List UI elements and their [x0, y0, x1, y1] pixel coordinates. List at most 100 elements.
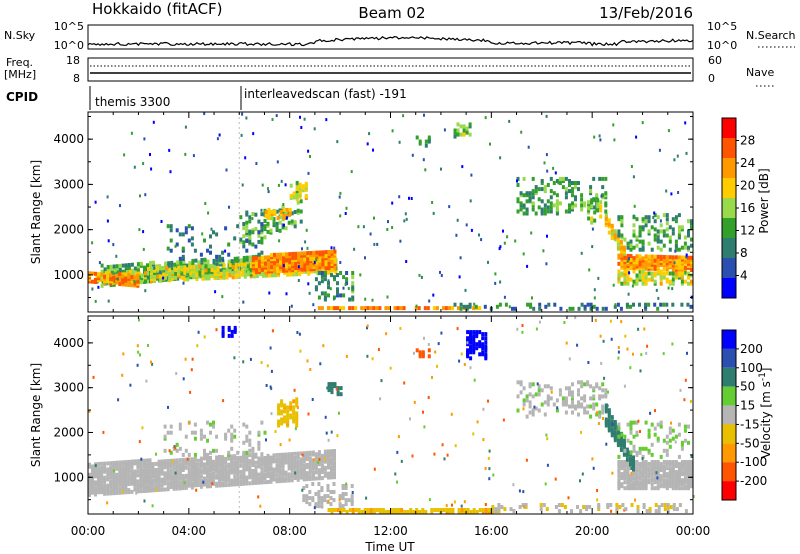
- range-gate-cell: [136, 273, 140, 278]
- range-gate-cell: [321, 254, 325, 259]
- range-gate-cell: [624, 334, 627, 338]
- range-gate-cell: [344, 283, 347, 286]
- range-gate-cell: [275, 221, 279, 226]
- range-gate-cell: [472, 432, 475, 436]
- range-gate-cell: [155, 452, 157, 456]
- range-gate-cell: [237, 262, 241, 267]
- colorbar-swatch: [722, 348, 736, 368]
- range-gate-cell: [432, 293, 435, 297]
- range-gate-cell: [305, 228, 308, 232]
- range-gate-cell: [224, 464, 228, 469]
- range-gate-cell: [266, 453, 270, 458]
- range-gate-cell: [234, 267, 238, 271]
- range-gate-cell: [641, 281, 645, 286]
- range-gate-cell: [653, 237, 657, 242]
- range-gate-cell: [668, 235, 672, 240]
- range-gate-cell: [276, 216, 280, 221]
- range-gate-cell: [589, 306, 593, 311]
- range-gate-cell: [680, 446, 684, 451]
- range-gate-cell: [233, 478, 237, 483]
- range-gate-cell: [638, 225, 642, 230]
- range-gate-cell: [265, 273, 268, 278]
- range-gate-cell: [296, 406, 299, 410]
- range-gate-cell: [294, 262, 298, 266]
- range-gate-cell: [311, 398, 314, 401]
- range-gate-cell: [329, 490, 333, 494]
- range-gate-cell: [236, 476, 240, 481]
- range-gate-cell: [148, 488, 152, 493]
- range-gate-cell: [564, 191, 568, 196]
- range-gate-cell: [150, 271, 153, 275]
- range-gate-cell: [301, 453, 304, 457]
- range-gate-cell: [638, 462, 642, 466]
- range-gate-cell: [106, 461, 110, 466]
- range-gate-cell: [431, 201, 434, 204]
- range-gate-cell: [665, 466, 669, 471]
- range-gate-cell: [320, 464, 324, 468]
- range-gate-cell: [437, 342, 440, 346]
- range-gate-cell: [424, 168, 427, 172]
- range-gate-cell: [344, 498, 348, 503]
- range-gate-cell: [280, 409, 284, 414]
- range-gate-cell: [281, 476, 285, 481]
- range-gate-cell: [91, 241, 94, 245]
- range-gate-cell: [257, 255, 261, 260]
- range-gate-cell: [230, 333, 234, 338]
- range-gate-cell: [571, 394, 574, 399]
- range-gate-cell: [591, 227, 594, 231]
- range-gate-cell: [294, 266, 298, 270]
- range-gate-cell: [233, 258, 237, 263]
- range-gate-cell: [529, 302, 533, 307]
- range-gate-cell: [233, 434, 237, 439]
- range-gate-cell: [246, 264, 250, 269]
- range-gate-cell: [617, 273, 621, 278]
- range-gate-cell: [215, 459, 219, 464]
- range-gate-cell: [154, 484, 158, 489]
- range-gate-cell: [277, 403, 281, 408]
- range-gate-cell: [174, 267, 178, 272]
- range-gate-cell: [174, 244, 177, 248]
- range-gate-cell: [665, 434, 669, 439]
- freq-label-line1: Freq.: [6, 56, 33, 69]
- range-gate-cell: [336, 508, 340, 512]
- range-gate-cell: [499, 245, 502, 249]
- range-gate-cell: [650, 247, 654, 252]
- range-gate-cell: [522, 407, 525, 411]
- range-gate-cell: [240, 262, 244, 267]
- range-gate-cell: [629, 462, 632, 467]
- range-gate-cell: [227, 462, 231, 467]
- range-gate-cell: [212, 420, 215, 425]
- range-gate-cell: [527, 145, 530, 149]
- range-gate-cell: [324, 264, 328, 269]
- range-gate-cell: [100, 283, 104, 288]
- range-gate-cell: [260, 361, 263, 365]
- range-gate-cell: [275, 463, 279, 468]
- range-gate-cell: [241, 183, 244, 187]
- range-gate-cell: [609, 319, 612, 323]
- range-gate-cell: [381, 508, 385, 512]
- range-gate-cell: [215, 328, 218, 332]
- range-gate-cell: [119, 204, 121, 208]
- power-ylabel: Slant Range [km]: [29, 160, 43, 264]
- range-gate-cell: [610, 223, 614, 228]
- range-gate-cell: [222, 263, 226, 268]
- range-gate-cell: [184, 152, 187, 156]
- range-gate-cell: [327, 438, 330, 442]
- range-gate-cell: [617, 229, 621, 234]
- range-gate-cell: [206, 248, 209, 253]
- range-gate-cell: [607, 230, 611, 235]
- range-gate-cell: [330, 306, 333, 311]
- range-gate-cell: [286, 405, 290, 410]
- range-gate-cell: [196, 473, 200, 477]
- range-gate-cell: [475, 330, 479, 335]
- range-gate-cell: [564, 209, 568, 214]
- range-gate-cell: [309, 251, 313, 255]
- range-gate-cell: [228, 267, 232, 272]
- range-gate-cell: [257, 495, 260, 499]
- range-gate-cell: [375, 306, 379, 311]
- range-gate-cell: [653, 227, 657, 232]
- nsky-tick-bottom: 10^0: [54, 39, 84, 52]
- range-gate-cell: [260, 257, 264, 262]
- range-gate-cell: [636, 505, 640, 509]
- range-gate-cell: [668, 225, 672, 230]
